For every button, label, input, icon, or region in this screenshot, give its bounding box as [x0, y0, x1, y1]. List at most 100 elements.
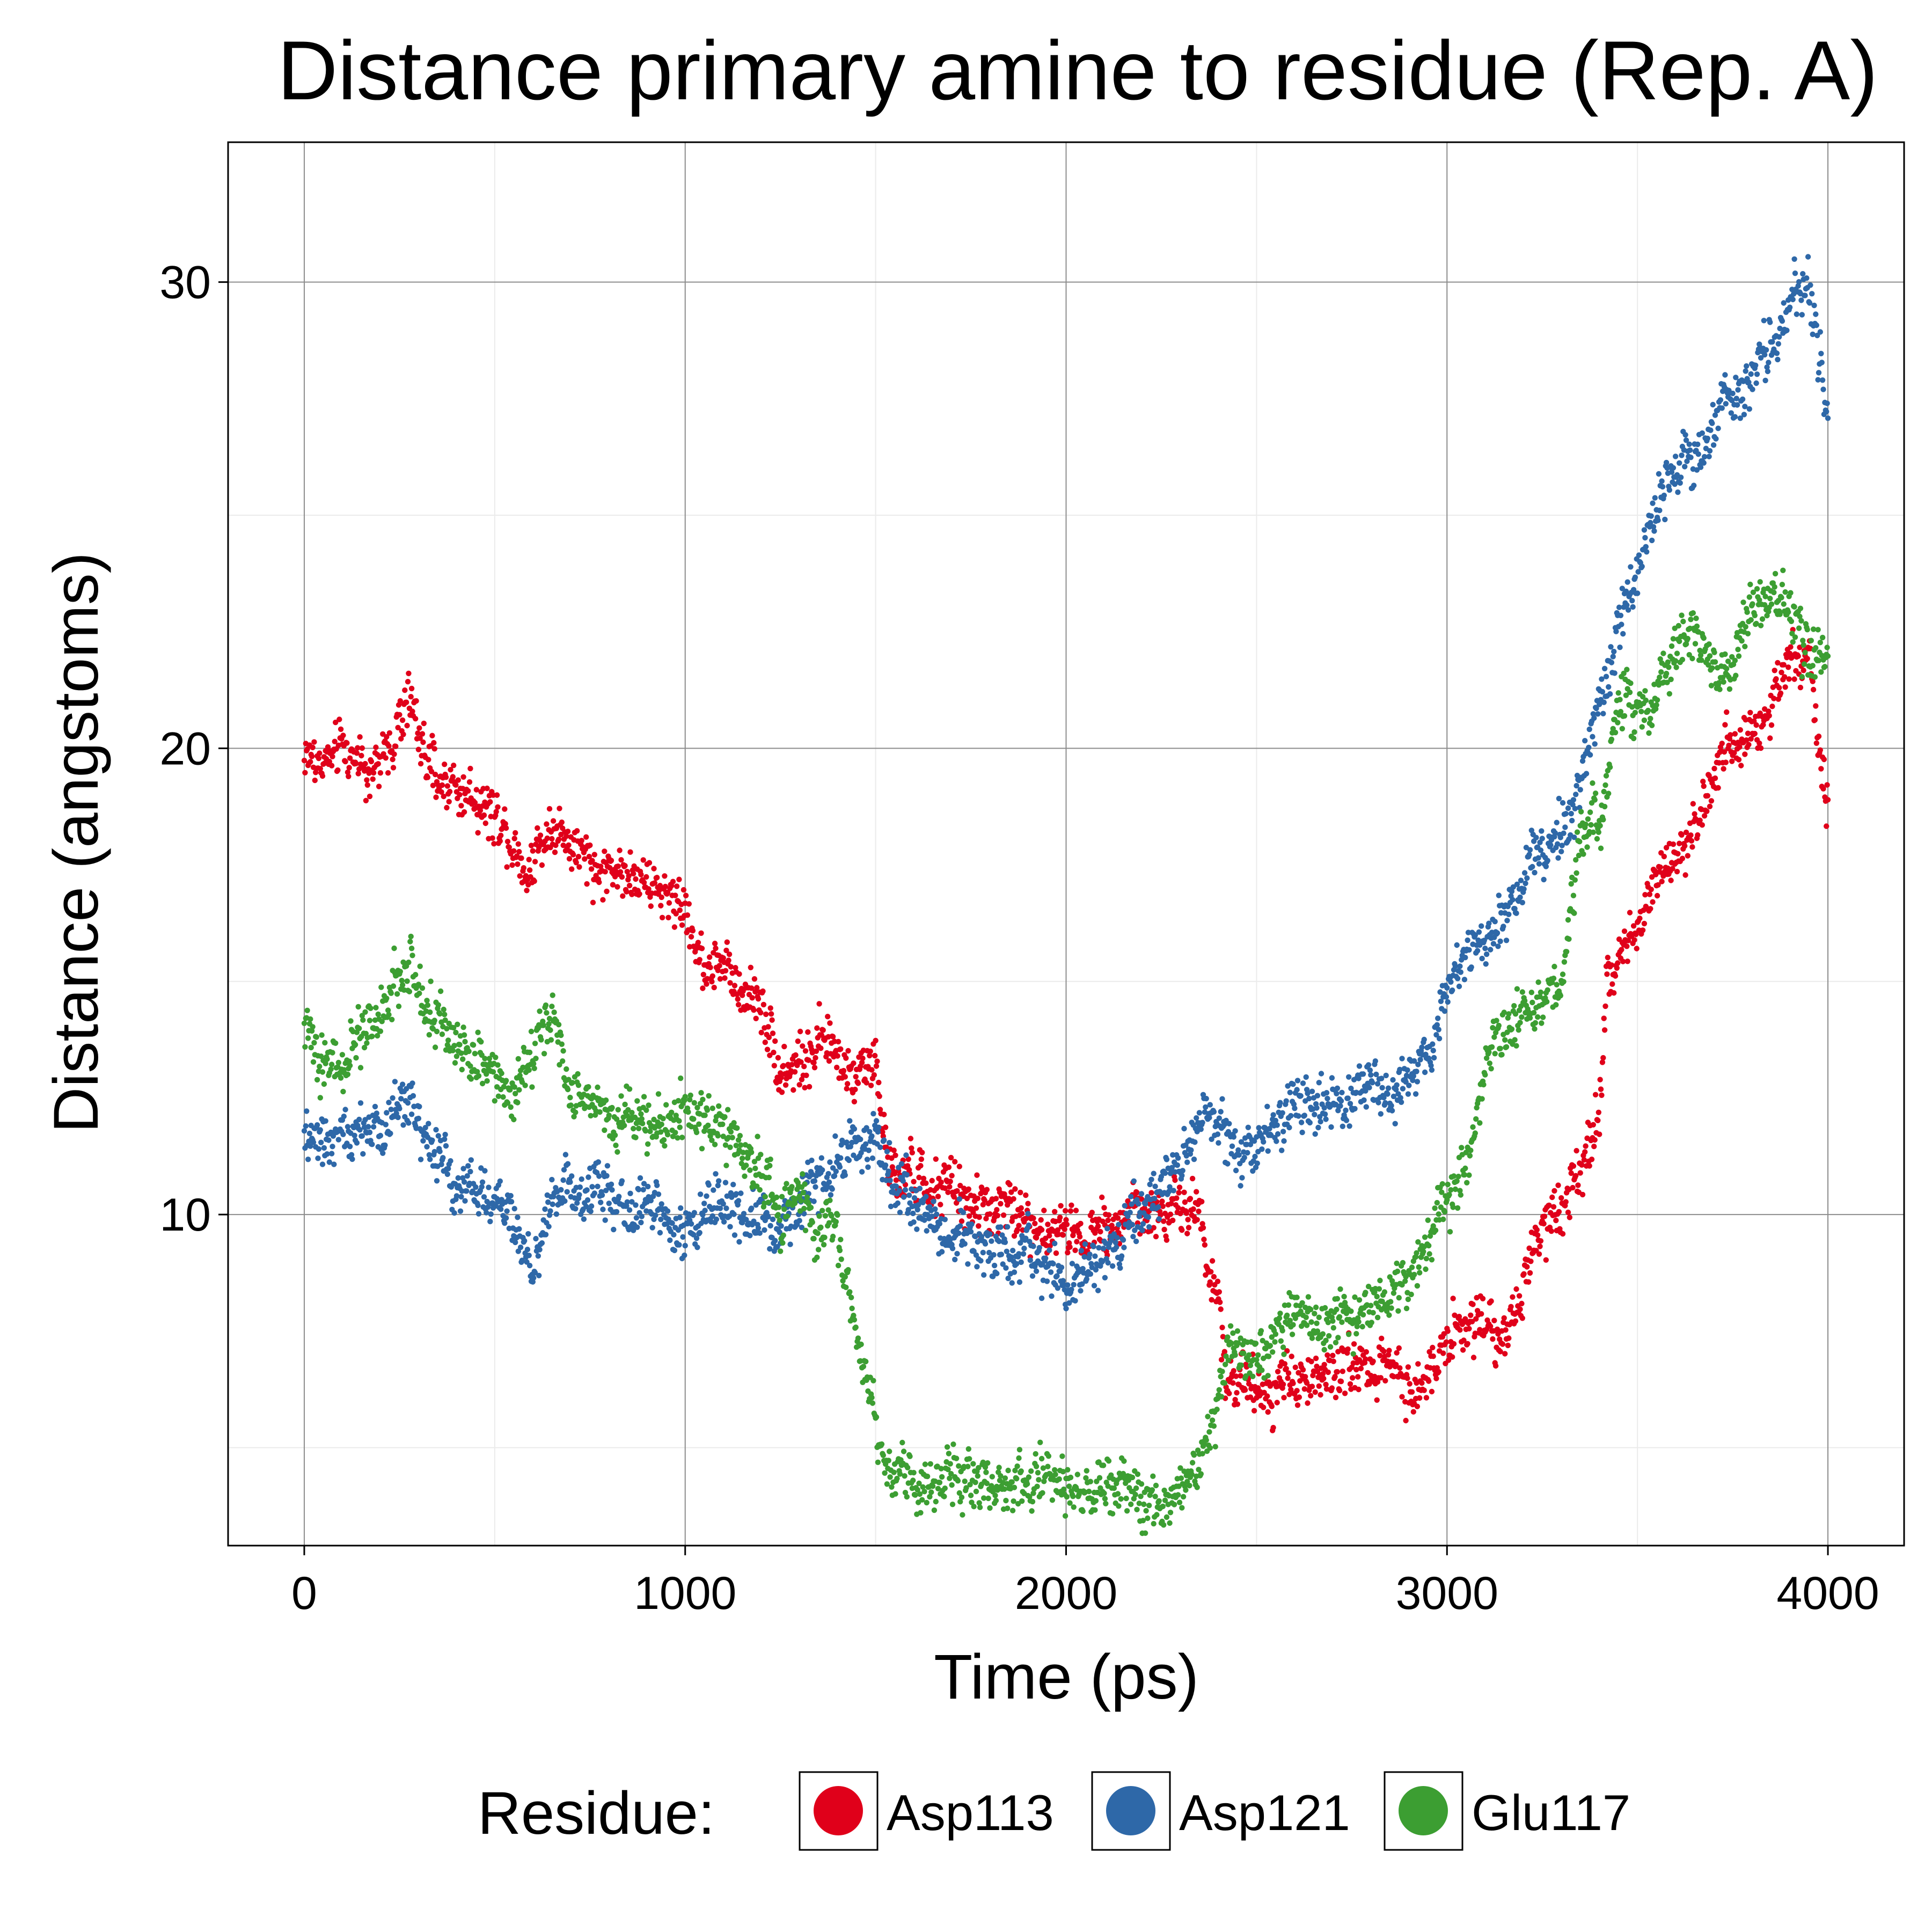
data-point [646, 1102, 652, 1108]
data-point [1302, 1374, 1308, 1380]
data-point [443, 1143, 449, 1149]
data-point [1058, 1203, 1064, 1209]
data-point [1151, 1170, 1157, 1176]
data-point [459, 1066, 465, 1073]
data-point [728, 1190, 734, 1196]
data-point [420, 1138, 426, 1144]
data-point [1601, 1015, 1607, 1021]
data-point [1032, 1220, 1038, 1226]
data-point [1352, 1106, 1358, 1112]
data-point [699, 1146, 705, 1152]
data-point [981, 1272, 987, 1278]
data-point [346, 1058, 352, 1064]
data-point [1038, 1295, 1045, 1301]
data-point [984, 1187, 990, 1192]
data-point [1034, 1483, 1040, 1489]
data-point [441, 1006, 447, 1013]
data-point [316, 755, 322, 762]
data-point [1430, 1048, 1436, 1053]
data-point [791, 1087, 796, 1093]
data-point [1353, 1366, 1359, 1373]
data-point [1592, 1137, 1598, 1143]
data-point [591, 1190, 598, 1196]
data-point [415, 747, 422, 752]
data-point [942, 1485, 948, 1491]
data-point [1211, 1274, 1217, 1280]
data-point [811, 1178, 818, 1184]
data-point [1251, 1408, 1257, 1414]
data-point [475, 830, 481, 836]
data-point [629, 1110, 635, 1116]
data-point [1488, 1323, 1494, 1329]
data-point [828, 1192, 834, 1198]
data-point [453, 1053, 460, 1059]
data-point [406, 670, 412, 677]
data-point [1750, 386, 1755, 392]
data-point [715, 1182, 721, 1189]
data-point [1589, 1157, 1595, 1162]
data-point [369, 1141, 375, 1147]
data-point [1695, 441, 1701, 448]
data-point [902, 1473, 908, 1479]
data-point [1045, 1221, 1051, 1227]
data-point [1393, 1362, 1399, 1367]
data-point [775, 1212, 781, 1218]
data-point [589, 858, 595, 863]
data-point [502, 806, 508, 812]
data-point [1052, 1209, 1058, 1214]
data-point [716, 1178, 722, 1184]
data-point [1378, 1375, 1384, 1381]
data-point [1046, 1247, 1052, 1253]
data-point [604, 1173, 610, 1179]
data-point [1294, 1087, 1300, 1093]
data-point [432, 1044, 438, 1050]
data-point [310, 744, 316, 751]
data-point [602, 869, 608, 875]
data-point [989, 1238, 994, 1244]
data-point [1405, 1091, 1411, 1097]
data-point [606, 1113, 612, 1118]
data-point [985, 1495, 991, 1502]
data-point [1184, 1159, 1190, 1165]
data-point [1349, 1364, 1355, 1370]
data-point [1819, 377, 1826, 383]
data-point [933, 1156, 939, 1162]
data-point [525, 1231, 531, 1237]
data-point [310, 1059, 317, 1065]
data-point [1238, 1183, 1243, 1189]
data-point [1640, 927, 1646, 933]
data-point [888, 1203, 894, 1210]
data-point [1620, 631, 1626, 637]
data-point [1316, 1383, 1322, 1389]
data-point [875, 1459, 881, 1465]
data-point [348, 1152, 355, 1158]
data-point [808, 1204, 814, 1211]
data-point [621, 1123, 627, 1129]
data-point [1800, 271, 1806, 277]
data-point [975, 1195, 981, 1202]
data-point [1550, 1204, 1557, 1210]
data-point [767, 1005, 773, 1011]
data-point [1062, 1226, 1067, 1232]
data-point [691, 1100, 698, 1106]
data-point [934, 1211, 940, 1217]
data-point [1591, 715, 1597, 721]
data-point [1579, 1191, 1586, 1198]
data-point [1429, 1067, 1435, 1073]
data-point [1035, 1470, 1041, 1476]
data-point [712, 940, 718, 947]
data-point [1383, 1072, 1389, 1079]
data-point [1265, 1409, 1271, 1415]
data-point [511, 848, 517, 854]
data-point [1292, 1364, 1298, 1370]
data-point [1737, 744, 1743, 750]
data-point [631, 1227, 636, 1233]
data-point [1440, 1350, 1446, 1356]
data-point [859, 1169, 865, 1175]
data-point [1294, 1078, 1301, 1084]
data-point [1181, 1189, 1187, 1195]
data-point [1746, 379, 1752, 385]
data-point [1065, 1249, 1071, 1256]
data-point [1280, 1381, 1286, 1387]
data-point [1492, 1363, 1499, 1369]
